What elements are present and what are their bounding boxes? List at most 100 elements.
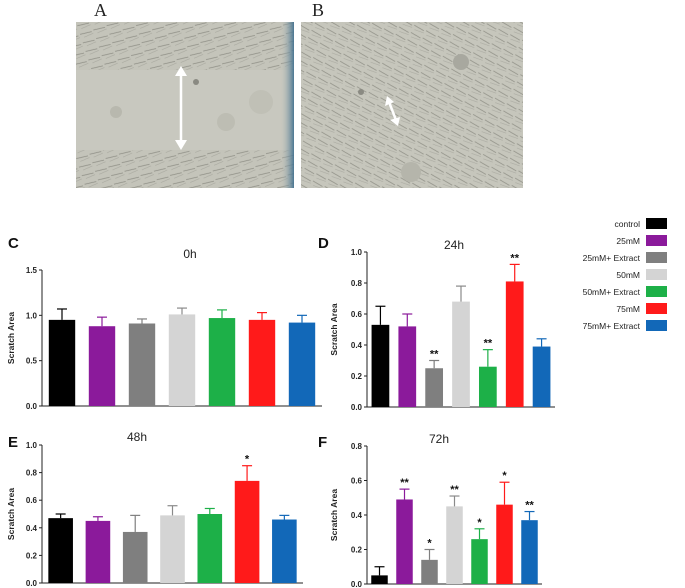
significance-label: * (477, 517, 482, 529)
legend-swatch (646, 252, 667, 263)
significance-label: * (245, 454, 250, 466)
legend-label: 50mM (616, 270, 640, 280)
y-tick-label: 0.0 (351, 580, 363, 588)
bar (122, 531, 148, 583)
y-tick-label: 1.5 (26, 266, 38, 275)
bar (371, 324, 390, 407)
y-tick-label: 0.2 (26, 551, 38, 560)
bar (396, 499, 413, 584)
y-tick-label: 0.6 (351, 310, 363, 319)
chart-title-c: 0h (183, 247, 196, 261)
legend-label: 75mM+ Extract (582, 321, 640, 331)
scratch-photo-b (301, 22, 523, 188)
legend-item-50mm-extract: 50mM+ Extract (555, 284, 685, 301)
bar (532, 346, 551, 407)
y-tick-label: 1.0 (26, 441, 38, 450)
bar (128, 323, 156, 406)
double-arrow-icon (385, 96, 400, 126)
significance-label: * (427, 538, 432, 550)
significance-label: ** (430, 349, 439, 361)
y-tick-label: 0.0 (26, 402, 38, 411)
bar (478, 366, 497, 407)
bar (521, 520, 538, 584)
y-tick-label: 0.2 (351, 546, 363, 555)
y-tick-label: 0.4 (351, 341, 363, 350)
legend-item-25mm: 25mM (555, 233, 685, 250)
panel-letter-b: B (312, 0, 325, 20)
bar (452, 301, 470, 407)
y-tick-label: 1.0 (26, 311, 38, 320)
panel-letter-f: F (318, 434, 327, 451)
bar (85, 520, 111, 583)
legend-swatch (646, 218, 667, 229)
y-tick-label: 0.5 (26, 357, 38, 366)
bar (496, 504, 513, 584)
y-axis-label: Scratch Area (329, 489, 339, 541)
bar (398, 326, 417, 407)
legend-item-25mm-extract: 25mM+ Extract (555, 250, 685, 267)
legend: control 25mM 25mM+ Extract 50mM 50mM+ Ex… (555, 216, 685, 335)
significance-label: ** (525, 500, 534, 512)
legend-item-75mm: 75mM (555, 301, 685, 318)
chart-title-d: 24h (444, 238, 464, 252)
y-tick-label: 0.4 (351, 511, 363, 520)
bar (288, 322, 316, 406)
bar (471, 539, 488, 584)
legend-label: 50mM+ Extract (582, 287, 640, 297)
bar (425, 368, 444, 407)
bar (168, 314, 196, 406)
panel-letter-a: A (94, 0, 107, 20)
panel-letter-c: C (8, 235, 19, 252)
bar (48, 319, 76, 406)
y-axis-label: Scratch Area (6, 488, 16, 540)
y-tick-label: 0.8 (351, 279, 363, 288)
double-arrow-icon (175, 66, 187, 150)
bar (421, 559, 438, 584)
scratch-photo-a (76, 22, 294, 188)
significance-label: ** (484, 338, 493, 350)
y-tick-label: 0.2 (351, 372, 363, 381)
legend-swatch (646, 303, 667, 314)
bar (505, 281, 524, 407)
bar (197, 514, 223, 583)
bar (371, 575, 388, 584)
y-axis-label: Scratch Area (6, 312, 16, 364)
panel-letter-d: D (318, 235, 329, 252)
y-tick-label: 0.8 (351, 442, 363, 451)
legend-label: control (614, 219, 640, 229)
legend-item-50mm: 50mM (555, 267, 685, 284)
legend-label: 25mM (616, 236, 640, 246)
significance-label: ** (510, 252, 519, 264)
y-tick-label: 0.0 (351, 403, 363, 412)
legend-swatch (646, 235, 667, 246)
legend-label: 25mM+ Extract (582, 253, 640, 263)
y-tick-label: 0.6 (26, 496, 38, 505)
y-tick-label: 0.6 (351, 477, 363, 486)
legend-swatch (646, 320, 667, 331)
legend-item-control: control (555, 216, 685, 233)
y-tick-label: 1.0 (351, 248, 363, 257)
bar (446, 506, 463, 584)
bar (208, 318, 236, 406)
y-tick-label: 0.4 (26, 524, 38, 533)
bar (160, 515, 185, 583)
legend-swatch (646, 269, 667, 280)
significance-label: ** (450, 484, 459, 496)
bar (248, 319, 276, 406)
legend-item-75mm-extract: 75mM+ Extract (555, 318, 685, 335)
y-axis-label: Scratch Area (329, 303, 339, 355)
y-tick-label: 0.8 (26, 469, 38, 478)
legend-swatch (646, 286, 667, 297)
legend-label: 75mM (616, 304, 640, 314)
bar (48, 518, 73, 583)
bar (234, 480, 260, 583)
significance-label: ** (400, 477, 409, 489)
significance-label: * (502, 470, 507, 482)
chart-title-e: 48h (127, 430, 147, 444)
bar (272, 519, 297, 583)
panel-letter-e: E (8, 434, 18, 451)
bar (88, 326, 116, 406)
y-tick-label: 0.0 (26, 579, 38, 588)
chart-title-f: 72h (429, 432, 449, 446)
